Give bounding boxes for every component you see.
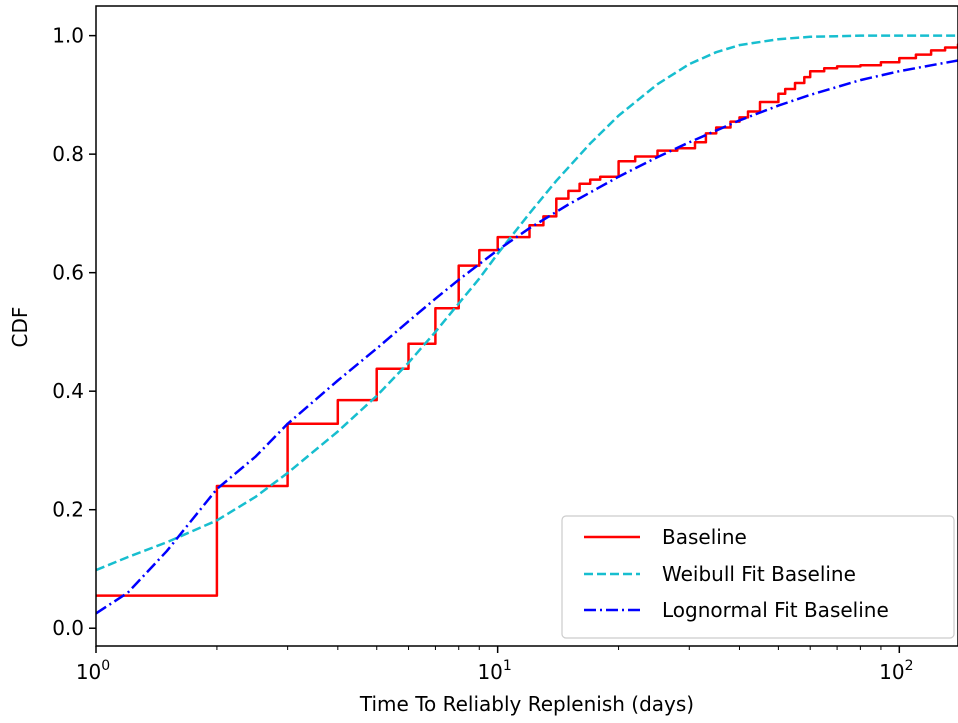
series-line-baseline [96,43,958,597]
series-group [96,34,958,615]
y-tick-label: 0.4 [52,379,84,403]
series-line-lognormal-fit-baseline [96,59,958,615]
y-tick-label: 0.8 [52,142,84,166]
plot-frame [95,5,958,647]
y-tick-label: 0.6 [52,261,84,285]
axes-layer: 0.0 0.2 0.4 0.6 0.8 1.0 100 101 102 [52,5,958,684]
legend: Baseline Weibull Fit Baseline Lognormal … [561,515,955,639]
legend-label-baseline: Baseline [662,525,747,549]
x-tick-label: 102 [879,658,913,684]
y-tick-label: 0.0 [52,616,84,640]
x-axis-label: Time To Reliably Replenish (days) [359,692,694,716]
series-layer [96,34,958,615]
y-tick-label: 0.2 [52,498,84,522]
legend-box [561,515,955,639]
legend-label-lognormal: Lognormal Fit Baseline [662,598,889,622]
y-axis-label: CDF [8,307,32,348]
x-tick-label: 101 [477,658,511,684]
x-tick-label: 100 [76,658,110,684]
series-line-weibull-fit-baseline [96,34,958,572]
y-tick-label: 1.0 [52,24,84,48]
legend-label-weibull: Weibull Fit Baseline [662,562,856,586]
